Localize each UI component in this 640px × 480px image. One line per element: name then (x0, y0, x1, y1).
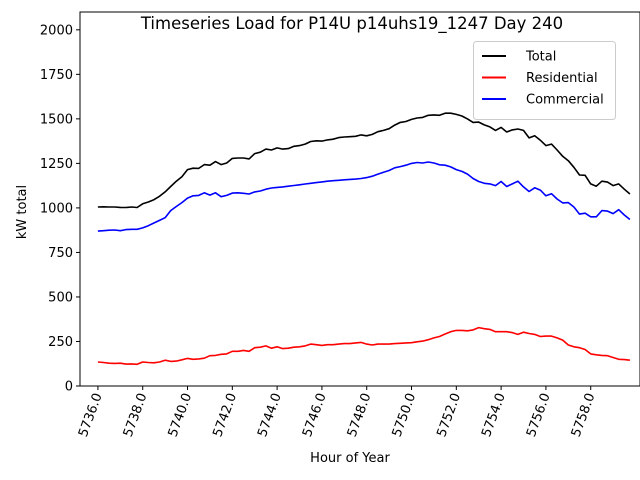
legend: Total Residential Commercial (473, 41, 616, 120)
y-tick-label: 1250 (40, 157, 73, 172)
legend-box (473, 41, 616, 120)
legend-label-commercial: Commercial (526, 93, 604, 108)
y-tick-label: 750 (48, 246, 73, 261)
y-axis-ticks: 0 250 500 750 1000 1250 1500 1750 2000 (40, 23, 80, 395)
plot-frame (79, 11, 640, 387)
y-tick-label: 2000 (40, 23, 73, 38)
series-lines (97, 112, 631, 366)
y-tick-label: 0 (65, 380, 73, 395)
y-tick-label: 1000 (40, 201, 73, 216)
y-tick-label: 500 (48, 290, 73, 305)
chart-title: Timeseries Load for P14U p14uhs19_1247 D… (140, 14, 563, 34)
series-line-total (97, 112, 631, 209)
y-tick-label: 1750 (40, 68, 73, 83)
y-axis-label: kW total (15, 185, 30, 239)
y-tick-label: 1500 (40, 112, 73, 127)
legend-label-residential: Residential (526, 71, 598, 86)
series-line-commercial (97, 161, 631, 232)
y-tick-label: 250 (48, 335, 73, 350)
x-axis-label: Hour of Year (310, 451, 390, 466)
series-line-residential (97, 326, 630, 366)
legend-label-total: Total (525, 50, 556, 65)
